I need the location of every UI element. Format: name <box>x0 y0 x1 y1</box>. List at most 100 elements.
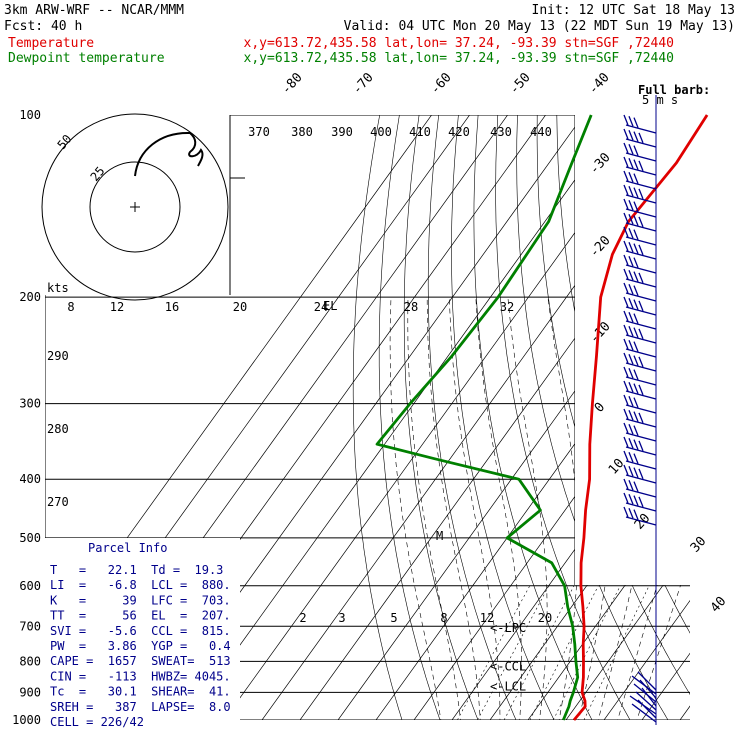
dry-adiabat <box>352 115 407 720</box>
wind-barb <box>633 683 657 703</box>
wind-barb <box>635 691 657 711</box>
wind-barb <box>625 502 657 512</box>
wind-barb-flag <box>633 285 639 296</box>
wind-barb-flag <box>633 271 639 282</box>
wind-barb-flag <box>623 254 629 266</box>
wind-barb <box>625 166 657 176</box>
wind-barb-flag <box>638 356 644 368</box>
wind-barb <box>625 222 657 232</box>
dewpoint-trace <box>375 114 593 721</box>
wind-barb-flag <box>623 394 629 406</box>
wind-barb <box>625 474 657 484</box>
wind-barb-flag <box>628 382 634 393</box>
wind-barb-flag <box>628 228 634 239</box>
wind-barb-flag <box>633 257 639 268</box>
temperature-location: x,y=613.72,435.58 lat,lon= 37.24, -93.39… <box>244 36 674 51</box>
pressure-tick-label: 1000 <box>12 713 41 727</box>
wind-barb <box>625 306 657 316</box>
dewpoint-location: x,y=613.72,435.58 lat,lon= 37.24, -93.39… <box>244 51 674 66</box>
wind-barb <box>625 334 657 344</box>
isotherm-line <box>670 115 690 720</box>
wind-barbs <box>623 95 657 725</box>
hodograph-trace <box>134 131 204 177</box>
wind-barb-flag <box>623 422 629 434</box>
wind-barb-flag <box>623 226 629 238</box>
wind-speed-unit: kts <box>47 281 69 295</box>
wind-speed-label: 24 <box>314 300 328 314</box>
wind-barb-flag <box>638 440 644 452</box>
mixing-ratio-label: 8 <box>440 611 447 625</box>
wind-barb-flag <box>623 128 629 140</box>
mixing-ratio-label: 3 <box>338 611 345 625</box>
wind-barb <box>625 362 657 372</box>
wind-speed-label: 28 <box>404 300 418 314</box>
wind-barb-flag <box>623 184 629 196</box>
wind-barb-flag <box>628 144 634 155</box>
dry-adiabat <box>576 115 690 720</box>
wind-barb <box>625 152 657 162</box>
dry-adiabat <box>427 115 522 720</box>
wind-barb <box>625 404 657 414</box>
parcel-level-label: <-LCL <box>490 679 526 693</box>
isotherm-line <box>252 115 690 720</box>
wind-barb <box>625 124 657 134</box>
wind-barb-flag <box>638 160 644 172</box>
wind-barb <box>625 390 657 400</box>
forecast-hour: Fcst: 40 h <box>4 19 82 34</box>
wind-barb-flag <box>623 198 629 210</box>
wind-barb <box>625 432 657 442</box>
wind-barb-flag <box>633 383 639 394</box>
wind-speed-label: 20 <box>233 300 247 314</box>
parcel-info-row: Tc = 30.1 SHEAR= 41. <box>50 685 231 699</box>
wind-barb-flag <box>633 145 639 156</box>
wind-barb-flag <box>638 244 644 256</box>
moist-adiabat <box>547 297 578 720</box>
wind-barb-flag <box>638 496 644 508</box>
dry-adiabat <box>473 115 600 720</box>
parcel-level-label: <-CCL <box>490 659 526 673</box>
dry-adiabat <box>595 115 690 720</box>
parcel-marker: M <box>436 529 443 543</box>
parcel-info-row: LI = -6.8 LCL = 880. <box>50 578 231 592</box>
hodograph-background <box>45 115 230 295</box>
model-title: 3km ARW-WRF -- NCAR/MMM <box>4 3 184 18</box>
dry-adiabat <box>734 115 740 733</box>
wind-barb-flag <box>623 338 629 350</box>
moist-adiabat <box>613 297 690 720</box>
temperature-trace <box>572 114 709 721</box>
parcel-info-row: SREH = 387 LAPSE= 8.0 <box>50 700 231 714</box>
wind-barb-flag <box>638 132 644 144</box>
isotherm-line <box>480 115 690 720</box>
wind-barb-flag <box>633 159 639 170</box>
dry-adiabat <box>536 115 690 720</box>
isotherm-label: -40 <box>586 70 613 97</box>
wind-barb <box>625 488 657 498</box>
wind-barb-flag <box>633 341 639 352</box>
dry-adiabat-label: 280 <box>47 422 69 436</box>
wind-barb-flag <box>638 188 644 200</box>
parcel-level-label: <-LPC <box>490 621 526 635</box>
wind-barb-flag <box>628 214 634 225</box>
wind-barb-flag <box>628 312 634 323</box>
wind-barb-flag <box>623 492 629 504</box>
moist-adiabat <box>449 297 501 720</box>
dewpoint-legend: Dewpoint temperature <box>8 51 165 66</box>
wind-speed-label: 8 <box>67 300 74 314</box>
wind-barb <box>625 460 657 470</box>
wind-barb-flag <box>633 201 639 212</box>
wind-barb-flag <box>623 464 629 476</box>
hodograph-ring-outer <box>41 113 229 301</box>
wind-barb <box>625 264 657 274</box>
dry-adiabat <box>495 115 638 720</box>
wind-barb-flag <box>628 326 634 337</box>
isotherm-label: -30 <box>587 150 614 177</box>
wind-barb <box>625 250 657 260</box>
dry-adiabat <box>403 115 484 720</box>
theta-label: 430 <box>490 125 512 139</box>
dry-adiabat <box>378 115 445 720</box>
wind-barb-flag <box>628 396 634 407</box>
isotherm-line <box>328 115 690 720</box>
wind-barb <box>631 703 657 723</box>
theta-label: 380 <box>291 125 313 139</box>
